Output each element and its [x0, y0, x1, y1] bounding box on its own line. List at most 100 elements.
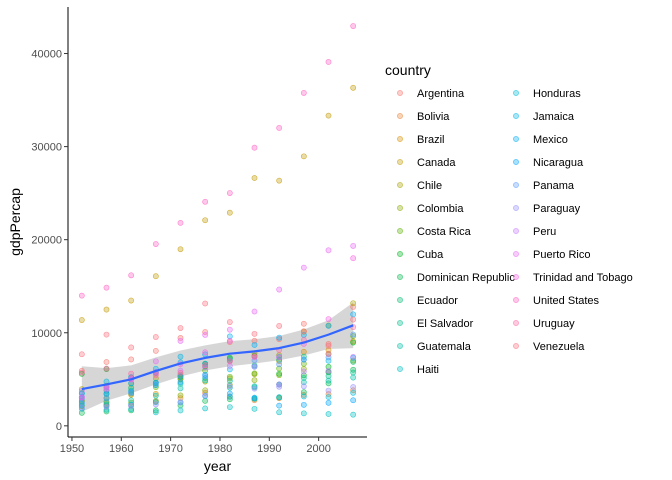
- point-canada: [152, 273, 159, 280]
- point-uruguay: [128, 370, 135, 377]
- point-guatemala: [300, 379, 307, 386]
- legend-label-chile: Chile: [417, 180, 442, 192]
- point-venezuela: [350, 316, 357, 323]
- point-cuba: [276, 370, 283, 377]
- point-argentina: [251, 337, 258, 344]
- point-venezuela: [152, 334, 159, 340]
- point-canada: [276, 177, 283, 184]
- point-el-salvador: [128, 387, 135, 394]
- point-united-states: [152, 241, 159, 247]
- point-paraguay: [78, 404, 85, 411]
- legend-key-dominican-republic: [397, 274, 403, 280]
- point-costa-rica: [350, 333, 357, 339]
- legend-label-ecuador: Ecuador: [417, 295, 458, 307]
- point-haiti: [325, 411, 332, 417]
- point-colombia: [177, 392, 184, 399]
- legend-label-uruguay: Uruguay: [533, 318, 575, 330]
- point-argentina: [152, 347, 159, 354]
- x-tick-label: 2000: [306, 443, 330, 455]
- point-argentina: [325, 341, 332, 347]
- point-haiti: [226, 404, 233, 410]
- point-uruguay: [78, 369, 85, 376]
- legend-key-puerto-rico: [513, 251, 519, 257]
- point-panama: [202, 373, 209, 379]
- point-puerto-rico: [152, 358, 159, 365]
- point-peru: [202, 364, 209, 371]
- legend-key-panama: [513, 182, 519, 188]
- point-el-salvador: [350, 369, 357, 376]
- legend-label-brazil: Brazil: [417, 134, 445, 146]
- point-puerto-rico: [300, 264, 307, 271]
- point-paraguay: [350, 384, 357, 390]
- point-paraguay: [226, 383, 233, 390]
- point-guatemala: [202, 377, 209, 384]
- point-canada: [128, 297, 135, 304]
- point-panama: [300, 356, 307, 363]
- point-panama: [103, 395, 110, 402]
- point-dominican-republic: [300, 389, 307, 396]
- legend-key-ecuador: [397, 297, 403, 303]
- point-mexico: [325, 322, 332, 329]
- legend-label-peru: Peru: [533, 226, 556, 238]
- point-nicaragua: [152, 379, 159, 386]
- legend-key-paraguay: [513, 205, 519, 211]
- legend-label-mexico: Mexico: [533, 134, 568, 146]
- point-united-states: [276, 125, 283, 131]
- point-united-states: [226, 190, 233, 196]
- legend-label-panama: Panama: [533, 180, 575, 192]
- point-nicaragua: [251, 395, 258, 402]
- point-peru: [177, 367, 184, 374]
- point-uruguay: [202, 362, 209, 369]
- legend-label-honduras: Honduras: [533, 88, 581, 100]
- point-venezuela: [276, 323, 283, 329]
- point-colombia: [251, 377, 258, 384]
- point-argentina: [103, 359, 110, 365]
- point-honduras: [276, 394, 283, 401]
- point-brazil: [152, 391, 159, 397]
- point-canada: [350, 84, 357, 91]
- legend-label-canada: Canada: [417, 157, 456, 169]
- point-venezuela: [226, 319, 233, 325]
- point-argentina: [78, 367, 85, 374]
- point-mexico: [276, 334, 283, 341]
- point-paraguay: [202, 392, 209, 399]
- y-axis-title: gdpPercap: [7, 188, 23, 256]
- point-brazil: [276, 358, 283, 365]
- point-peru: [251, 363, 258, 370]
- legend-title: country: [385, 62, 431, 78]
- legend: country Argentina Bolivia Brazil Canada Chil…: [385, 62, 633, 376]
- point-united-states: [128, 272, 135, 279]
- point-canada: [251, 175, 258, 181]
- point-honduras: [226, 393, 233, 400]
- point-guatemala: [226, 378, 233, 384]
- point-puerto-rico: [103, 386, 110, 393]
- point-panama: [78, 399, 85, 406]
- legend-key-brazil: [397, 136, 403, 142]
- point-nicaragua: [177, 379, 184, 386]
- point-costa-rica: [251, 370, 258, 377]
- legend-label-puerto-rico: Puerto Rico: [533, 249, 590, 261]
- point-nicaragua: [350, 397, 357, 404]
- point-colombia: [276, 372, 283, 379]
- point-united-states: [300, 90, 307, 96]
- point-guatemala: [128, 397, 135, 404]
- legend-key-jamaica: [513, 113, 519, 119]
- point-paraguay: [103, 403, 110, 410]
- legend-label-paraguay: Paraguay: [533, 203, 581, 215]
- point-puerto-rico: [202, 331, 209, 338]
- point-venezuela: [78, 351, 85, 358]
- point-peru: [325, 367, 332, 374]
- legend-key-honduras: [513, 90, 519, 96]
- point-canada: [103, 306, 110, 313]
- point-argentina: [177, 335, 184, 341]
- point-peru: [350, 353, 357, 360]
- point-haiti: [202, 405, 209, 412]
- point-venezuela: [251, 330, 258, 337]
- point-united-states: [202, 198, 209, 205]
- axes-layer: [67, 7, 367, 438]
- point-trinidad-and-tobago: [276, 354, 283, 361]
- legend-label-colombia: Colombia: [417, 203, 464, 215]
- point-costa-rica: [300, 360, 307, 367]
- point-paraguay: [300, 383, 307, 390]
- point-argentina: [276, 336, 283, 343]
